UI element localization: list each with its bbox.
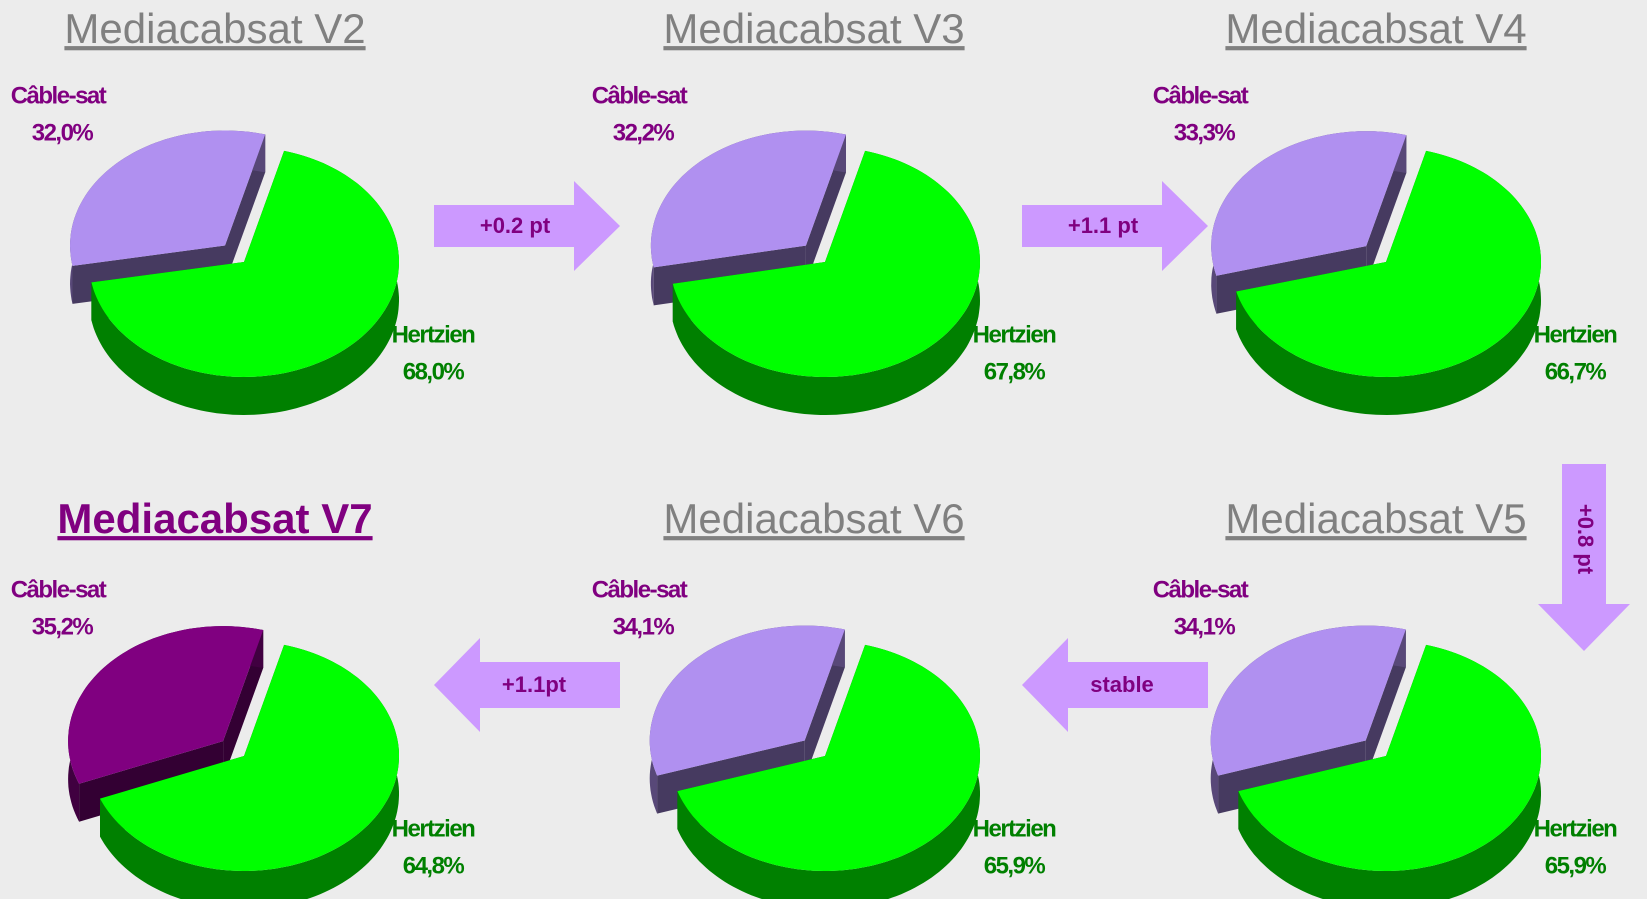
slice: [1236, 150, 1541, 377]
slice-wall: [225, 134, 266, 284]
pie: [650, 130, 980, 415]
value-label: 68,0%: [403, 358, 465, 385]
category-label: Hertzien: [973, 321, 1057, 348]
arrow-label: +0.8 pt: [1573, 504, 1598, 575]
arrow-label: +1.1pt: [502, 672, 567, 697]
pie-title: Mediacabsat V5: [1225, 495, 1526, 542]
pie: [68, 626, 399, 899]
pie-title: Mediacabsat V4: [1225, 5, 1526, 52]
category-label: Hertzien: [1534, 321, 1618, 348]
category-label: Câble-sat: [592, 576, 688, 603]
slice-wall: [1365, 629, 1406, 779]
arrow-label: +0.2 pt: [480, 213, 551, 238]
category-label: Câble-sat: [11, 82, 107, 109]
slice: [70, 130, 266, 266]
arrow-label: stable: [1090, 672, 1154, 697]
category-label: Câble-sat: [1153, 576, 1249, 603]
pie: [649, 625, 980, 899]
category-label: Hertzien: [392, 815, 476, 842]
value-label: 67,8%: [984, 358, 1046, 385]
arrow: [1022, 181, 1208, 271]
slice-wall: [223, 630, 264, 780]
slice: [91, 150, 400, 377]
arrow-label: +1.1 pt: [1068, 213, 1139, 238]
value-label: 34,1%: [613, 613, 675, 640]
pie: [1210, 625, 1541, 899]
slice: [649, 625, 845, 776]
slice: [677, 644, 980, 871]
pie-title: Mediacabsat V2: [64, 5, 365, 52]
pie-title: Mediacabsat V3: [663, 5, 964, 52]
arrow: [1022, 638, 1208, 732]
arrow: [434, 638, 620, 732]
slice-wall: [804, 629, 845, 779]
category-label: Câble-sat: [592, 82, 688, 109]
category-label: Hertzien: [392, 321, 476, 348]
category-label: Hertzien: [973, 815, 1057, 842]
pie-title: Mediacabsat V7: [57, 495, 372, 542]
value-label: 65,9%: [1545, 852, 1607, 879]
slice: [1211, 131, 1407, 276]
pie: [1211, 131, 1541, 415]
value-label: 64,8%: [403, 852, 465, 879]
slice: [1238, 644, 1541, 871]
slice: [672, 150, 980, 377]
arrow: [1538, 464, 1630, 651]
pie-title: Mediacabsat V6: [663, 495, 964, 542]
value-label: 32,0%: [32, 119, 94, 146]
value-label: 34,1%: [1174, 613, 1236, 640]
category-label: Câble-sat: [1153, 82, 1249, 109]
value-label: 65,9%: [984, 852, 1046, 879]
value-label: 35,2%: [32, 613, 94, 640]
category-label: Hertzien: [1534, 815, 1618, 842]
arrow: [434, 181, 620, 271]
slice-wall: [1366, 135, 1407, 285]
value-label: 32,2%: [613, 119, 675, 146]
slice: [100, 644, 399, 871]
slice: [1210, 625, 1406, 776]
slice: [68, 626, 264, 784]
slice: [650, 130, 846, 268]
category-label: Câble-sat: [11, 576, 107, 603]
pie: [70, 130, 400, 415]
value-label: 66,7%: [1545, 358, 1607, 385]
slice-wall: [805, 134, 846, 284]
value-label: 33,3%: [1174, 119, 1236, 146]
